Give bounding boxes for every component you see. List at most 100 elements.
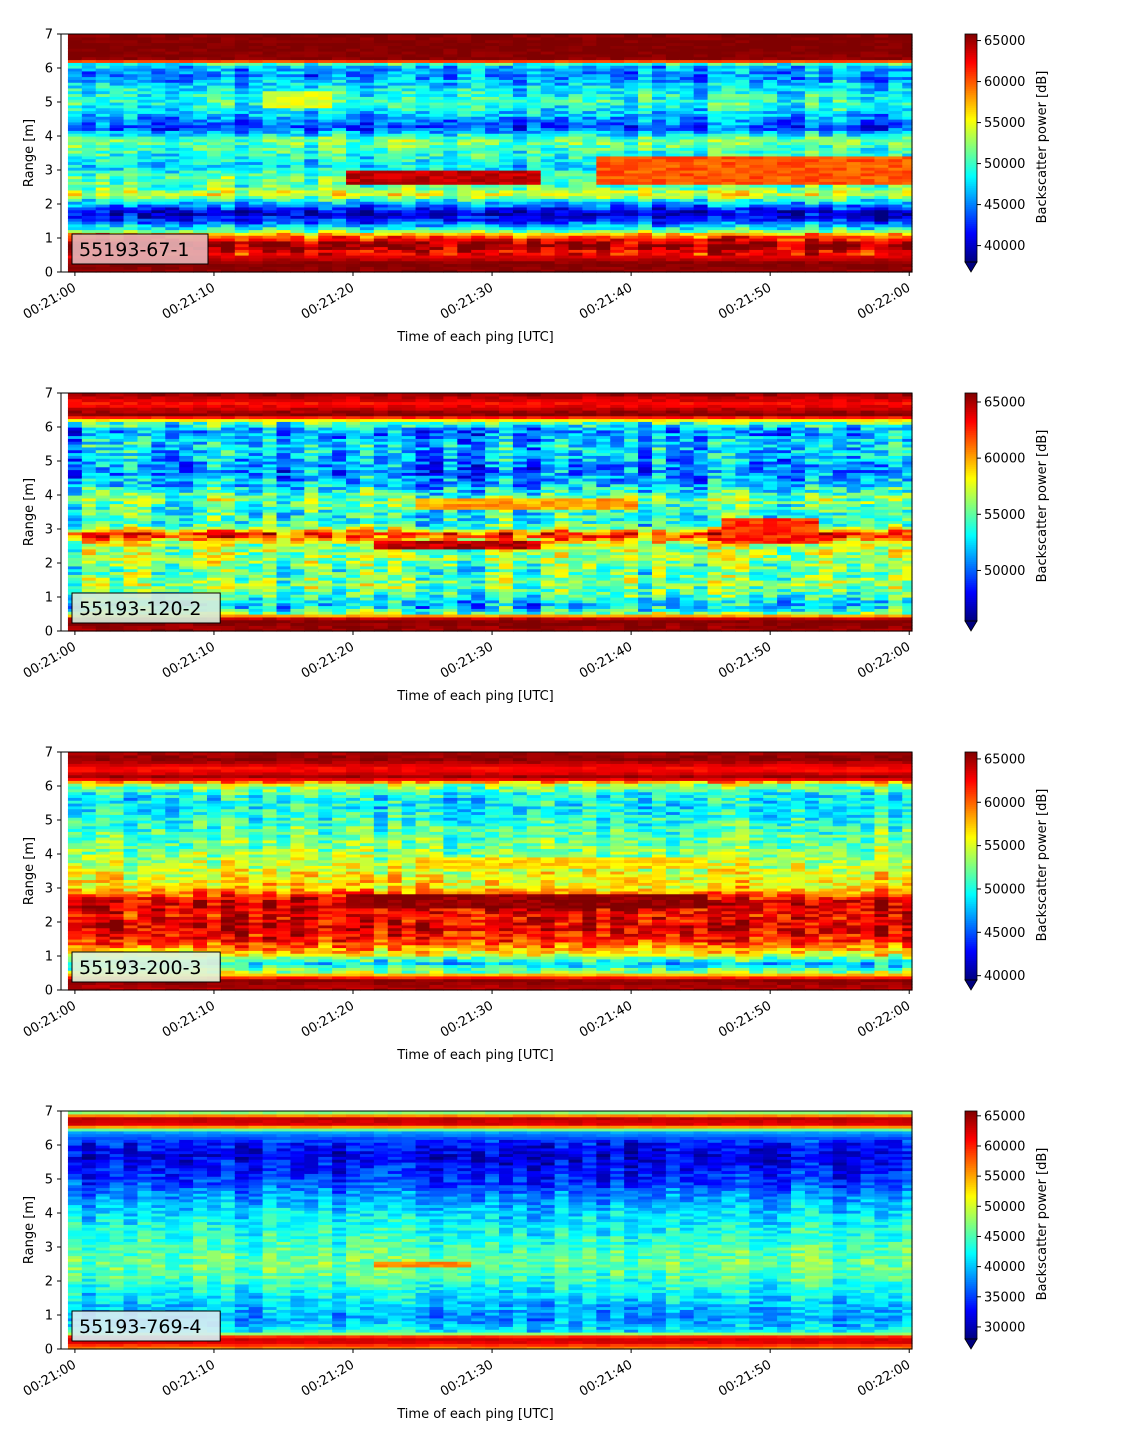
heatmap-cell [276, 82, 292, 86]
heatmap-cell [137, 181, 152, 185]
heatmap-cell [151, 104, 166, 109]
heatmap-cell [137, 124, 152, 129]
heatmap-cell [387, 79, 403, 83]
heatmap-cell [179, 124, 194, 129]
heatmap-cell [262, 102, 278, 106]
heatmap-cell [137, 226, 152, 231]
heatmap-cell [318, 187, 333, 191]
heatmap-cell [95, 153, 111, 157]
heatmap-cell [81, 79, 97, 83]
heatmap-cell [262, 266, 278, 270]
heatmap-cell [443, 246, 458, 250]
heatmap-cell [123, 187, 139, 191]
heatmap-cell [610, 34, 625, 38]
heatmap-cell [220, 45, 236, 49]
heatmap-cell [359, 187, 375, 191]
heatmap-cell [165, 39, 180, 44]
heatmap-cell [151, 223, 166, 228]
heatmap-cell [318, 150, 333, 154]
heatmap-cell [262, 138, 278, 143]
heatmap-cell [67, 181, 83, 185]
heatmap-cell [359, 255, 375, 259]
heatmap-cell [346, 161, 361, 165]
heatmap-cell [290, 187, 305, 191]
heatmap-cell [262, 34, 278, 38]
heatmap-cell [165, 172, 180, 177]
heatmap-cell [359, 102, 375, 106]
heatmap-cell [67, 99, 83, 103]
heatmap-cell [387, 175, 403, 180]
heatmap-cell [109, 90, 125, 95]
heatmap-cell [109, 85, 125, 89]
heatmap-cell [95, 65, 111, 69]
heatmap-cell [373, 269, 389, 273]
heatmap-cell [290, 167, 305, 171]
heatmap-cell [401, 68, 417, 72]
heatmap-cell [81, 161, 97, 165]
heatmap-cell [735, 34, 750, 38]
heatmap-cell [346, 167, 361, 171]
heatmap-cell [262, 141, 278, 146]
heatmap-cell [95, 192, 111, 197]
heatmap-cell [332, 96, 347, 100]
heatmap-cell [220, 218, 236, 222]
heatmap-cell [276, 51, 292, 55]
heatmap-cell [359, 226, 375, 231]
heatmap-cell [332, 167, 347, 171]
heatmap-cell [165, 212, 180, 216]
heatmap-cell [151, 155, 166, 160]
heatmap-cell [207, 65, 222, 69]
heatmap-cell [262, 85, 278, 89]
heatmap-cell [332, 124, 347, 129]
heatmap-cell [499, 34, 514, 38]
heatmap-cell [332, 232, 347, 236]
heatmap-cell [81, 136, 97, 140]
heatmap-cell [276, 201, 292, 205]
heatmap-cell [304, 127, 319, 131]
heatmap-cell [415, 255, 431, 259]
heatmap-cell [387, 235, 403, 239]
heatmap-cell [387, 206, 403, 211]
heatmap-cell [234, 218, 250, 222]
heatmap-cell [346, 79, 361, 83]
heatmap-cell [874, 34, 889, 38]
heatmap-cell [359, 155, 375, 160]
heatmap-cell [207, 116, 222, 120]
heatmap-cell [401, 167, 417, 171]
heatmap-cell [123, 56, 139, 61]
heatmap-cell [220, 147, 236, 151]
heatmap-cell [387, 252, 403, 256]
heatmap-cell [290, 59, 305, 63]
heatmap-cell [429, 257, 444, 262]
heatmap-cell [290, 170, 305, 174]
heatmap-cell [234, 107, 250, 112]
heatmap-cell [220, 198, 236, 202]
heatmap-cell [276, 130, 292, 134]
heatmap-cell [401, 172, 417, 177]
heatmap-cell [248, 138, 264, 143]
heatmap-cell [276, 206, 292, 211]
heatmap-cell [346, 266, 361, 270]
heatmap-cell [359, 249, 375, 253]
heatmap-cell [429, 99, 444, 103]
heatmap-cell [346, 53, 361, 58]
heatmap-cell [220, 212, 236, 216]
heatmap-cell [165, 215, 180, 219]
heatmap-cell [332, 113, 347, 117]
heatmap-cell [193, 150, 208, 154]
heatmap-cell [95, 39, 111, 44]
heatmap-cell [165, 130, 180, 134]
heatmap-cell [207, 189, 222, 194]
heatmap-cell [137, 102, 152, 106]
heatmap-cell [346, 198, 361, 202]
heatmap-cell [415, 90, 431, 95]
heatmap-cell [304, 263, 319, 267]
heatmap-cell [415, 150, 431, 154]
heatmap-cell [359, 158, 375, 163]
heatmap-cell [276, 127, 292, 131]
heatmap-cell [137, 178, 152, 182]
heatmap-cell [248, 121, 264, 126]
heatmap-cell [443, 164, 458, 168]
heatmap-cell [304, 192, 319, 197]
heatmap-cell [165, 138, 180, 143]
